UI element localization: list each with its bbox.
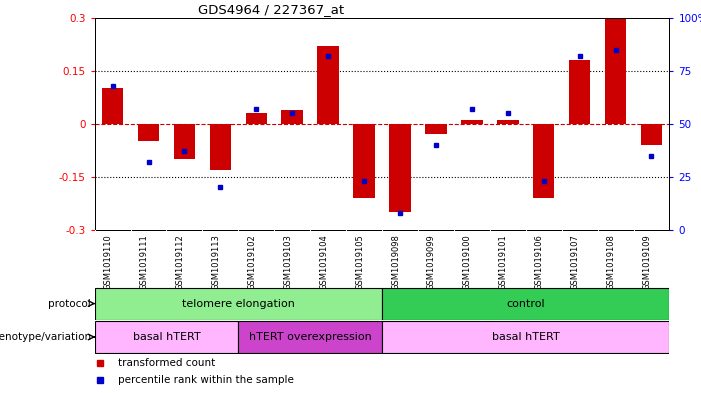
- Text: GSM1019110: GSM1019110: [104, 234, 113, 290]
- Text: basal hTERT: basal hTERT: [492, 332, 559, 342]
- Bar: [102, 88, 123, 124]
- Bar: [353, 124, 375, 198]
- Text: control: control: [506, 299, 545, 309]
- Text: GSM1019113: GSM1019113: [212, 234, 220, 290]
- Text: GSM1019107: GSM1019107: [571, 234, 580, 290]
- Text: GSM1019111: GSM1019111: [139, 234, 149, 290]
- Text: GSM1019108: GSM1019108: [606, 234, 615, 290]
- Text: GSM1019103: GSM1019103: [283, 234, 292, 290]
- Text: percentile rank within the sample: percentile rank within the sample: [118, 375, 294, 385]
- Bar: [641, 124, 662, 145]
- Bar: [210, 124, 231, 170]
- Text: GSM1019099: GSM1019099: [427, 234, 436, 290]
- Bar: [382, 288, 669, 320]
- Bar: [137, 124, 159, 141]
- Bar: [95, 321, 238, 353]
- Text: GSM1019104: GSM1019104: [319, 234, 328, 290]
- Bar: [238, 321, 382, 353]
- Text: GSM1019112: GSM1019112: [175, 234, 184, 290]
- Bar: [245, 113, 267, 124]
- Text: GSM1019105: GSM1019105: [355, 234, 364, 290]
- Bar: [382, 321, 669, 353]
- Text: GSM1019106: GSM1019106: [535, 234, 544, 290]
- Text: GSM1019098: GSM1019098: [391, 234, 400, 290]
- Text: GSM1019100: GSM1019100: [463, 234, 472, 290]
- Bar: [533, 124, 554, 198]
- Bar: [497, 120, 519, 124]
- Text: transformed count: transformed count: [118, 358, 215, 367]
- Text: GSM1019101: GSM1019101: [499, 234, 508, 290]
- Text: genotype/variation: genotype/variation: [0, 332, 91, 342]
- Bar: [174, 124, 195, 159]
- Bar: [389, 124, 411, 212]
- Text: GSM1019109: GSM1019109: [643, 234, 651, 290]
- Bar: [461, 120, 482, 124]
- Text: protocol: protocol: [48, 299, 91, 309]
- Bar: [425, 124, 447, 134]
- Bar: [569, 60, 590, 124]
- Bar: [318, 46, 339, 124]
- Bar: [282, 110, 303, 124]
- Bar: [605, 18, 627, 124]
- Text: GDS4964 / 227367_at: GDS4964 / 227367_at: [198, 4, 344, 17]
- Text: basal hTERT: basal hTERT: [132, 332, 200, 342]
- Text: hTERT overexpression: hTERT overexpression: [249, 332, 372, 342]
- Text: telomere elongation: telomere elongation: [182, 299, 295, 309]
- Text: GSM1019102: GSM1019102: [247, 234, 257, 290]
- Bar: [95, 288, 382, 320]
